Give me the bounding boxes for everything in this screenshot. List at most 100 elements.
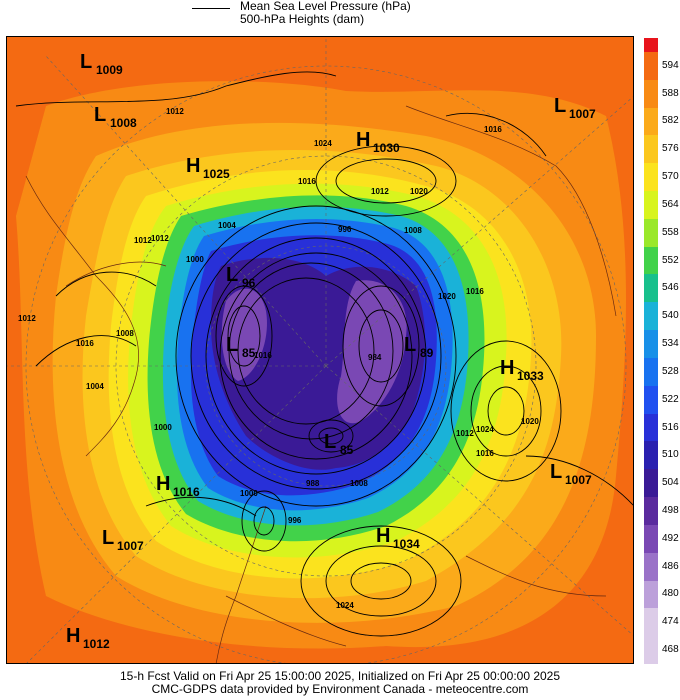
colorbar-segment xyxy=(644,385,658,414)
isobar-label: 1016 xyxy=(76,339,94,348)
colorbar-segment xyxy=(644,38,658,52)
isobar-label: 984 xyxy=(368,353,382,362)
system-marker: L 1008 xyxy=(94,104,137,130)
system-marker: L 1007 xyxy=(550,461,592,487)
system-letter: H xyxy=(356,129,370,151)
system-marker: H 1012 xyxy=(66,625,110,651)
isobar-label: 1004 xyxy=(218,221,236,230)
isobar-label: 1008 xyxy=(350,479,368,488)
system-marker: H 1030 xyxy=(356,129,400,155)
isobar-label: 1016 xyxy=(298,177,316,186)
system-letter: H xyxy=(66,625,80,647)
isobar-label: 1012 xyxy=(456,429,474,438)
height-field-486-b xyxy=(337,280,407,424)
colorbar-label: 504 xyxy=(662,477,679,489)
system-letter: L xyxy=(226,334,238,356)
isobar-label: 1012 xyxy=(134,236,152,245)
isobar-label: 1000 xyxy=(154,423,172,432)
system-value: 85 xyxy=(242,346,256,360)
footer: 15-h Fcst Valid on Fri Apr 25 15:00:00 2… xyxy=(0,670,680,696)
legend: Mean Sea Level Pressure (hPa) 500-hPa He… xyxy=(192,0,492,32)
colorbar xyxy=(644,38,658,664)
isobar-label: 1008 xyxy=(404,226,422,235)
isobar-label: 1008 xyxy=(116,329,134,338)
colorbar-label: 540 xyxy=(662,310,679,322)
isobar-label: 1016 xyxy=(254,351,272,360)
colorbar-segment xyxy=(644,413,658,442)
colorbar-label: 516 xyxy=(662,421,679,433)
colorbar-segment xyxy=(644,135,658,164)
isobar-label: 1016 xyxy=(484,125,502,134)
colorbar-segment xyxy=(644,163,658,191)
system-letter: H xyxy=(156,473,170,495)
system-letter: H xyxy=(376,525,390,547)
system-marker: L 85 xyxy=(226,334,256,360)
colorbar-label: 558 xyxy=(662,226,679,238)
colorbar-segment xyxy=(644,51,658,80)
system-value: 1033 xyxy=(517,369,544,383)
isobar-label: 1020 xyxy=(438,292,456,301)
system-marker: H 1016 xyxy=(156,473,200,499)
colorbar-label: 522 xyxy=(662,393,679,405)
colorbar-segment xyxy=(644,357,658,386)
system-value: 1030 xyxy=(373,141,400,155)
mslp-legend-label: Mean Sea Level Pressure (hPa) xyxy=(240,0,411,13)
system-value: 89 xyxy=(420,346,434,360)
system-letter: L xyxy=(80,51,92,73)
colorbar-label: 534 xyxy=(662,338,679,350)
colorbar-segment xyxy=(644,636,658,664)
colorbar-segment xyxy=(644,246,658,275)
colorbar-segment xyxy=(644,274,658,303)
colorbar-segment xyxy=(644,107,658,136)
isobar-label: 1024 xyxy=(336,601,354,610)
forecast-valid-line: 15-h Fcst Valid on Fri Apr 25 15:00:00 2… xyxy=(119,669,561,683)
graticule xyxy=(6,36,634,664)
colorbar-label: 492 xyxy=(662,532,679,544)
colorbar-segment xyxy=(644,552,658,581)
system-marker: H 1034 xyxy=(376,525,420,551)
system-marker: H 1033 xyxy=(500,357,544,383)
colorbar-label: 576 xyxy=(662,143,679,155)
system-value: 1007 xyxy=(117,539,144,553)
system-letter: H xyxy=(186,155,200,177)
system-letter: L xyxy=(324,431,336,453)
data-credit-line: CMC-GDPS data provided by Environment Ca… xyxy=(151,682,529,696)
colorbar-label: 546 xyxy=(662,282,679,294)
isobar-label: 1016 xyxy=(476,449,494,458)
system-marker: L 85 xyxy=(324,431,354,457)
colorbar-segment xyxy=(644,497,658,525)
colorbar-label: 582 xyxy=(662,115,679,127)
system-value: 1007 xyxy=(565,473,592,487)
system-value: 1008 xyxy=(110,116,137,130)
colorbar-label: 510 xyxy=(662,449,679,461)
system-letter: L xyxy=(554,95,566,117)
isobar-label: 1020 xyxy=(521,417,539,426)
system-marker: L 1007 xyxy=(554,95,596,121)
colorbar-label: 570 xyxy=(662,171,679,183)
colorbar-label: 498 xyxy=(662,504,679,516)
colorbar-label: 468 xyxy=(662,644,679,656)
colorbar-label: 588 xyxy=(662,87,679,99)
colorbar-label: 552 xyxy=(662,254,679,266)
colorbar-segment xyxy=(644,469,658,498)
system-value: 1009 xyxy=(96,63,123,77)
isobars xyxy=(15,71,634,637)
system-letter: L xyxy=(404,334,416,356)
isobar-label: 996 xyxy=(338,225,352,234)
weather-map: 1012 1024 1016 1012 1020 1016 1012 996 1… xyxy=(6,36,634,664)
colorbar-label: 486 xyxy=(662,560,679,572)
isobar-label: 1024 xyxy=(314,139,332,148)
isobar-label: 1004 xyxy=(86,382,104,391)
system-marker: L 89 xyxy=(404,334,434,360)
colorbar-segment xyxy=(644,580,658,609)
isobar-label: 1000 xyxy=(186,255,204,264)
mslp-line-swatch xyxy=(192,8,230,9)
system-marker: H 1025 xyxy=(186,155,230,181)
system-value: 1012 xyxy=(83,637,110,651)
colorbar-label: 528 xyxy=(662,365,679,377)
colorbar-label: 594 xyxy=(662,59,679,71)
isobar-label: 1016 xyxy=(466,287,484,296)
isobar-label: 1000 xyxy=(240,489,258,498)
isobar-labels: 1012 1024 1016 1012 1020 1016 1012 996 1… xyxy=(18,107,539,610)
